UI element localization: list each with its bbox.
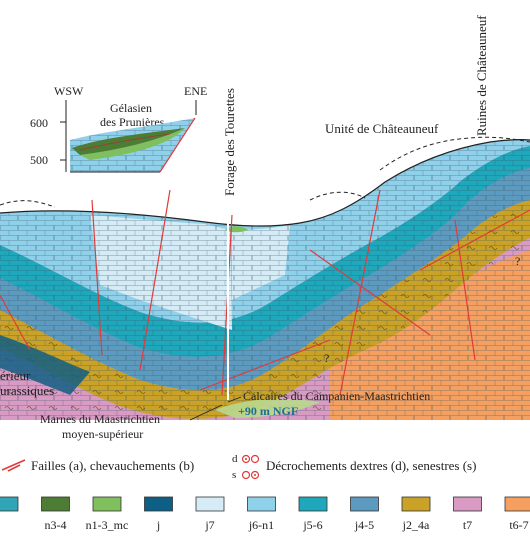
legend-unit-label: j bbox=[156, 518, 160, 532]
inset-gelasien-lens bbox=[72, 128, 185, 155]
legend-mark-d: d bbox=[232, 453, 238, 465]
legend-unit-label: n3-4 bbox=[45, 518, 67, 532]
legend-unit-t6-7: t6-7 bbox=[504, 496, 530, 532]
legend-swatch bbox=[298, 496, 328, 512]
legend-unit-j6-n1: j6-n1 bbox=[247, 496, 276, 532]
marnes-label-line2: moyen-supérieur bbox=[62, 427, 143, 441]
legend-unit-label: j4-5 bbox=[354, 518, 374, 532]
legend-swatch bbox=[144, 496, 173, 512]
legend-unit-j5-6: j5-6 bbox=[298, 496, 328, 532]
inset-wsw-label: WSW bbox=[54, 84, 84, 98]
unite-chateauneuf-label: Unité de Châteauneuf bbox=[325, 121, 439, 136]
legend-unit-label: t7 bbox=[463, 518, 472, 532]
legend-swatch bbox=[195, 496, 225, 512]
marnes-label-line1: Marnes du Maastrichtien bbox=[40, 412, 160, 426]
legend-unit-j2_4a: j2_4a bbox=[401, 496, 431, 532]
ground-surface-line bbox=[0, 139, 530, 227]
legend-unit-label: j5-6 bbox=[302, 518, 322, 532]
calcaires-campanien-label: Calcaires du Campanien-Maastrichtien bbox=[243, 389, 430, 403]
legend-swatch bbox=[41, 496, 70, 512]
legend-decrochements-label: Décrochements dextres (d), senestres (s) bbox=[266, 458, 476, 473]
projected-surface-dashed bbox=[0, 136, 530, 208]
ngf-label: +90 m NGF bbox=[238, 404, 298, 418]
legend-swatch bbox=[92, 496, 122, 512]
legend-swatch bbox=[0, 496, 19, 512]
question-mark-2: ? bbox=[515, 254, 520, 268]
legend-unit-t7: t7 bbox=[453, 496, 482, 532]
inset-tick-600: 600 bbox=[30, 116, 48, 130]
legend-unit-j4-5: j4-5 bbox=[350, 496, 379, 532]
legend-unit-label: j7 bbox=[204, 518, 214, 532]
forage-tourettes-label: Forage des Tourettes bbox=[222, 88, 237, 196]
superieur-fragment: érieur bbox=[0, 368, 31, 383]
legend-swatch bbox=[350, 496, 379, 512]
inset-tick-500: 500 bbox=[30, 153, 48, 167]
legend-unit-label: t6-7 bbox=[509, 518, 528, 532]
legend-unit-n1-3_mc: n1-3_mc bbox=[86, 496, 129, 532]
inset-title-line1: Gélasien bbox=[110, 101, 152, 115]
legend-swatch bbox=[504, 496, 530, 512]
legend-swatch bbox=[247, 496, 276, 512]
legend-failles: Failles (a), chevauchements (b) bbox=[1, 458, 194, 473]
legend-unit-j: j bbox=[144, 496, 173, 532]
legend-decrochements: d s Décrochements dextres (d), senestres… bbox=[232, 453, 476, 481]
legend-swatch bbox=[453, 496, 482, 512]
legend-swatch bbox=[401, 496, 431, 512]
legend-unit-n3-4: n3-4 bbox=[41, 496, 70, 532]
legend-unit-j7: j7 bbox=[195, 496, 225, 532]
legend-unit-label: j6-n1 bbox=[248, 518, 274, 532]
legend-unit-label: n1-3_mc bbox=[86, 518, 129, 532]
cross-section-body bbox=[0, 139, 530, 420]
campanien-lens bbox=[215, 398, 320, 418]
legend-failles-label: Failles (a), chevauchements (b) bbox=[31, 458, 194, 473]
ruines-chateauneuf-label: Ruines de Châteauneuf bbox=[474, 15, 489, 136]
inset-ene-label: ENE bbox=[184, 84, 207, 98]
marnes-leader-line bbox=[189, 404, 223, 421]
legend: Failles (a), chevauchements (b) d s Décr… bbox=[0, 453, 530, 532]
question-mark-1: ? bbox=[324, 351, 329, 365]
legend-unit-unlabeled bbox=[0, 496, 19, 512]
legend-units: n3-4 n1-3_mc j j7 j6-n1 j5-6 j4-5 j2_4a t7 t6-7 bbox=[0, 496, 530, 532]
legend-mark-s: s bbox=[232, 469, 236, 481]
inset-gelasien: WSW ENE Gélasien des Prunières 600 500 bbox=[30, 84, 207, 173]
legend-unit-label: j2_4a bbox=[402, 518, 430, 532]
calcaires-leader-line bbox=[227, 396, 242, 403]
inset-title-line2: des Prunières bbox=[100, 115, 165, 129]
jurassiques-fragment: urassiques bbox=[0, 383, 54, 398]
